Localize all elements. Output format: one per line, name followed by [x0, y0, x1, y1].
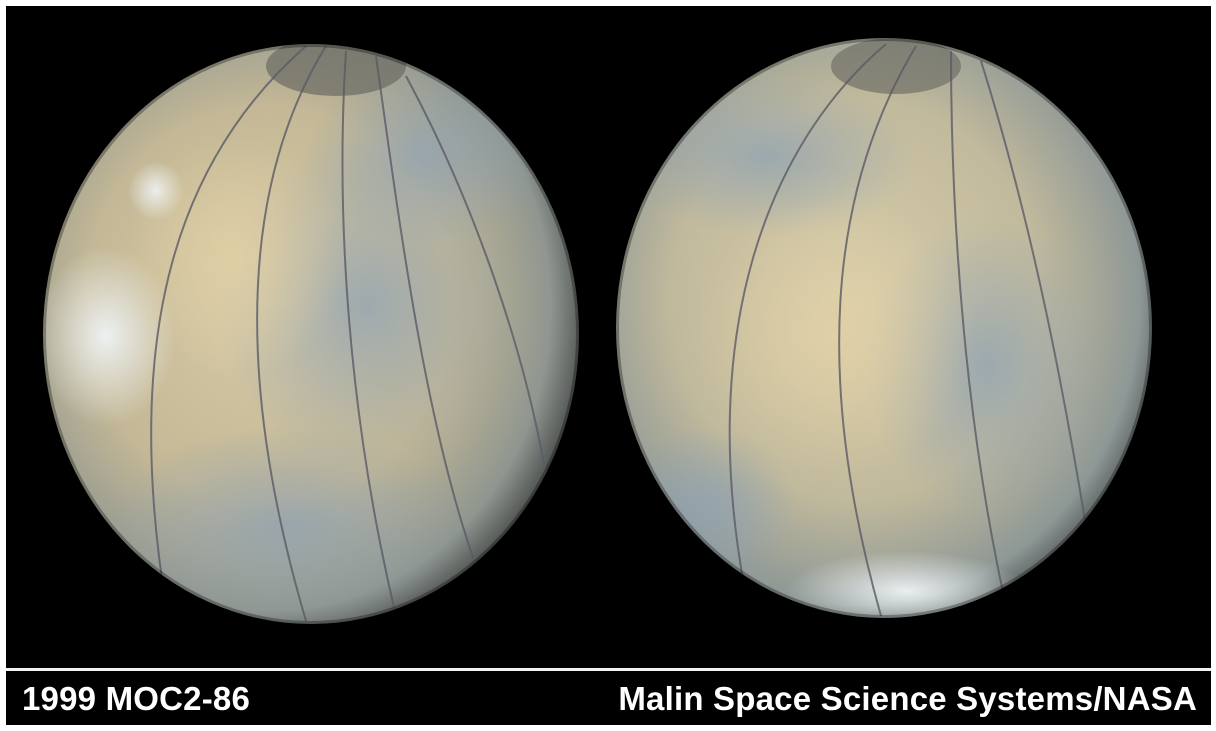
mars-globe-right	[613, 35, 1155, 621]
mars-globe-left	[40, 41, 582, 627]
caption-image-id: 1999 MOC2-86	[22, 680, 251, 717]
mars-image	[40, 35, 1155, 627]
image-frame: 1999 MOC2-86 Malin Space Science Systems…	[6, 6, 1211, 725]
caption-credit: Malin Space Science Systems/NASA	[618, 680, 1197, 717]
caption-bar: 1999 MOC2-86 Malin Space Science Systems…	[6, 668, 1211, 725]
